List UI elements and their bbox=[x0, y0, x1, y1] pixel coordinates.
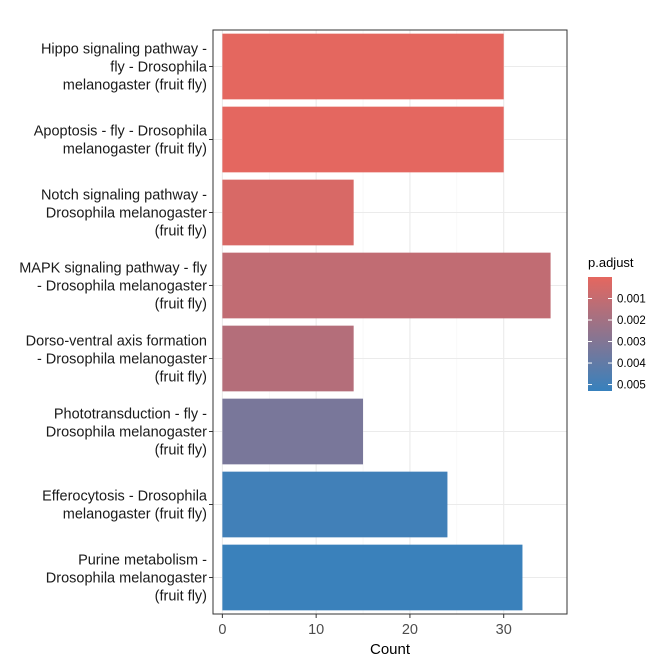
y-category-label-line: (fruit fly) bbox=[155, 370, 207, 386]
y-category-label-line: (fruit fly) bbox=[155, 297, 207, 313]
y-category-label: Hippo signaling pathway - fly - Drosophil… bbox=[41, 42, 208, 94]
legend-tick-label: 0.003 bbox=[617, 337, 646, 349]
y-category-label-line: (fruit fly) bbox=[155, 443, 207, 459]
y-category-label-line: - Drosophila melanogaster bbox=[37, 279, 207, 295]
y-category-label-line: Drosophila melanogaster bbox=[46, 571, 207, 587]
x-tick-label: 30 bbox=[496, 622, 512, 638]
y-category-label-line: Drosophila melanogaster bbox=[46, 425, 207, 441]
y-axis-labels: Hippo signaling pathway - fly - Drosophil… bbox=[19, 42, 213, 605]
legend-ticks: 0.001 0.002 0.003 0.004 0.005 bbox=[588, 294, 646, 392]
x-axis: 0 10 20 30 bbox=[218, 614, 512, 638]
plot-panel-border bbox=[212, 29, 568, 615]
y-category-label-line: melanogaster (fruit fly) bbox=[63, 507, 207, 523]
y-category-label: Notch signaling pathway - Drosophila mela… bbox=[41, 188, 207, 240]
y-category-label-line: Hippo signaling pathway - bbox=[41, 42, 207, 58]
y-category-label-line: (fruit fly) bbox=[155, 589, 207, 605]
y-category-label: Phototransduction - fly - Drosophila mela… bbox=[46, 407, 207, 459]
bar-7 bbox=[222, 544, 523, 611]
y-category-label-line: Dorso-ventral axis formation bbox=[26, 334, 207, 350]
x-tick-label: 10 bbox=[308, 622, 324, 638]
legend-tick-label: 0.005 bbox=[617, 380, 646, 392]
bar-0 bbox=[222, 33, 504, 100]
y-category-label-line: Efferocytosis - Drosophila bbox=[42, 489, 208, 505]
y-category-label: MAPK signaling pathway - fly - Drosophila… bbox=[19, 261, 208, 313]
bar-6 bbox=[222, 471, 448, 538]
bar-3 bbox=[222, 252, 551, 319]
y-category-label-line: Purine metabolism - bbox=[78, 553, 207, 569]
y-category-label-line: fly - Drosophila bbox=[110, 60, 208, 76]
legend-tick-label: 0.001 bbox=[617, 294, 646, 306]
y-category-label: Apoptosis - fly - Drosophila melanogaster… bbox=[34, 124, 208, 158]
y-category-label-line: Apoptosis - fly - Drosophila bbox=[34, 124, 208, 140]
y-category-label-line: - Drosophila melanogaster bbox=[37, 352, 207, 368]
x-axis-title: Count bbox=[370, 641, 411, 658]
y-category-label-line: Phototransduction - fly - bbox=[54, 407, 207, 423]
bars bbox=[222, 33, 551, 611]
legend-tick-label: 0.002 bbox=[617, 315, 646, 327]
x-tick-label: 20 bbox=[402, 622, 418, 638]
legend: p.adjust 0.001 0.002 0.003 0.004 0.005 bbox=[588, 255, 646, 392]
y-category-label-line: (fruit fly) bbox=[155, 224, 207, 240]
legend-colorbar bbox=[588, 277, 612, 391]
bar-4 bbox=[222, 325, 354, 392]
y-category-label-line: melanogaster (fruit fly) bbox=[63, 142, 207, 158]
y-category-label: Efferocytosis - Drosophila melanogaster (… bbox=[42, 489, 208, 523]
y-category-label-line: Drosophila melanogaster bbox=[46, 206, 207, 222]
x-tick-label: 0 bbox=[218, 622, 226, 638]
y-category-label-line: Notch signaling pathway - bbox=[41, 188, 207, 204]
bar-2 bbox=[222, 179, 354, 246]
legend-title: p.adjust bbox=[588, 255, 634, 270]
y-category-label-line: MAPK signaling pathway - fly bbox=[19, 261, 208, 277]
y-category-label-line: melanogaster (fruit fly) bbox=[63, 78, 207, 94]
y-category-label: Purine metabolism - Drosophila melanogast… bbox=[46, 553, 207, 605]
bar-5 bbox=[222, 398, 364, 465]
legend-tick-label: 0.004 bbox=[617, 358, 646, 370]
bar-1 bbox=[222, 106, 504, 173]
y-category-label: Dorso-ventral axis formation - Drosophila… bbox=[26, 334, 207, 386]
